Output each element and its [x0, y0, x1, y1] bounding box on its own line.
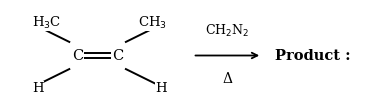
Text: CH$_2$N$_2$: CH$_2$N$_2$ — [205, 23, 250, 39]
Text: Δ: Δ — [222, 72, 232, 86]
Text: H: H — [155, 82, 167, 95]
Text: C: C — [72, 49, 83, 62]
Text: Product :: Product : — [276, 49, 351, 62]
Text: H: H — [32, 82, 43, 95]
Text: CH$_3$: CH$_3$ — [138, 15, 167, 31]
Text: H$_3$C: H$_3$C — [32, 15, 61, 31]
Text: C: C — [112, 49, 123, 62]
